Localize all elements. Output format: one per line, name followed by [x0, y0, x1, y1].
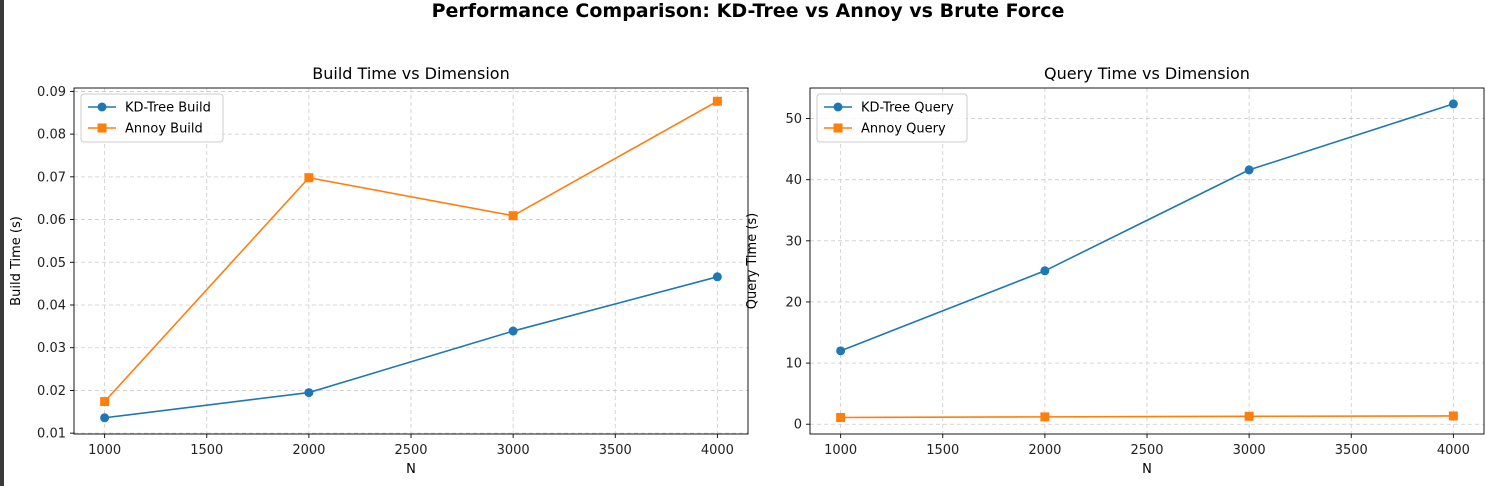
data-point	[836, 412, 846, 422]
series-line-1	[104, 100, 718, 403]
y-tick-label: 0.08	[37, 128, 66, 143]
data-point	[508, 211, 518, 221]
data-point	[100, 413, 110, 423]
data-point	[1448, 411, 1458, 421]
x-axis-label: N	[406, 462, 416, 477]
x-tick-label: 3000	[497, 443, 530, 458]
y-tick-label: 0.02	[37, 384, 66, 399]
data-point	[836, 346, 846, 356]
legend-marker	[97, 123, 107, 133]
series-line-1	[840, 415, 1454, 419]
y-tick-label: 0.01	[37, 427, 66, 442]
x-tick-label: 1500	[926, 443, 959, 458]
data-point	[1244, 165, 1254, 175]
data-point	[508, 326, 518, 336]
y-tick-label: 10	[785, 357, 802, 372]
chart-title: Build Time vs Dimension	[312, 64, 509, 83]
y-tick-label: 0.05	[37, 256, 66, 271]
data-point	[1040, 412, 1050, 422]
y-tick-label: 40	[785, 173, 802, 188]
query-time-chart: 1000 1500 2000 2500 3000 3500 4000 0 10 20 30 40 50 Q…	[745, 64, 1485, 477]
figure-suptitle: Performance Comparison: KD-Tree vs Annoy…	[432, 0, 1065, 22]
y-tick-label: 0.07	[37, 170, 66, 185]
x-tick-label: 1500	[190, 443, 223, 458]
x-tick-label: 3000	[1233, 443, 1266, 458]
x-axis-label: N	[1142, 462, 1152, 477]
legend-label: KD-Tree Build	[125, 101, 211, 116]
x-tick-label: 2000	[1028, 443, 1061, 458]
y-tick-label: 30	[785, 234, 802, 249]
legend-marker	[833, 102, 843, 112]
build-time-chart: 1000 1500 2000 2500 3000 3500 4000 0.01 0.02 0.03…	[9, 64, 749, 477]
data-point	[304, 388, 314, 398]
y-tick-label: 0	[794, 418, 802, 433]
y-tick-label: 0.06	[37, 213, 66, 228]
x-tick-label: 4000	[701, 443, 734, 458]
series-line-0	[104, 276, 718, 419]
y-tick-label: 0.09	[37, 85, 66, 100]
legend-marker	[97, 102, 107, 112]
legend-label: Annoy Query	[861, 122, 946, 137]
x-tick-label: 3500	[1335, 443, 1368, 458]
y-tick-label: 50	[785, 112, 802, 127]
data-point	[1040, 266, 1050, 276]
x-tick-label: 2500	[1130, 443, 1163, 458]
x-tick-label: 3500	[599, 443, 632, 458]
legend-marker	[833, 123, 843, 133]
legend-box	[80, 93, 224, 143]
data-point	[712, 272, 722, 282]
legend-label: KD-Tree Query	[861, 101, 954, 116]
legend-label: Annoy Build	[125, 122, 203, 137]
window-left-edge	[0, 0, 4, 486]
data-point	[1448, 99, 1458, 109]
x-tick-label: 2000	[292, 443, 325, 458]
chart-title: Query Time vs Dimension	[1044, 64, 1250, 83]
y-tick-label: 0.03	[37, 341, 66, 356]
data-point	[304, 173, 314, 183]
x-tick-label: 2500	[394, 443, 427, 458]
x-tick-label: 1000	[88, 443, 121, 458]
x-tick-label: 1000	[824, 443, 857, 458]
y-axis-label: Query Time (s)	[745, 213, 760, 310]
y-tick-label: 20	[785, 295, 802, 310]
y-tick-label: 0.04	[37, 298, 66, 313]
legend-box	[816, 93, 968, 143]
data-point	[712, 96, 722, 106]
data-point	[100, 397, 110, 407]
y-axis-label: Build Time (s)	[9, 216, 24, 306]
x-tick-label: 4000	[1437, 443, 1470, 458]
data-point	[1244, 411, 1254, 421]
series-line-0	[840, 103, 1454, 352]
